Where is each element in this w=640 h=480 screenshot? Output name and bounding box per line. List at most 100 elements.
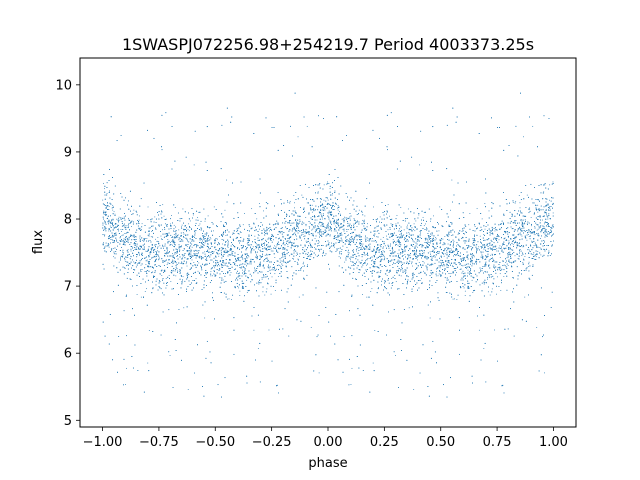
data-point [225,235,227,236]
data-point [268,329,270,331]
data-point [412,276,414,278]
data-point [391,251,393,253]
data-point [403,229,405,231]
data-point [503,264,505,266]
data-point [242,285,243,287]
data-point [461,264,462,266]
data-point [531,240,533,242]
data-point [403,234,405,236]
data-point [350,259,351,261]
data-point [539,247,541,248]
data-point [257,234,259,235]
data-point [226,223,227,225]
data-point [242,224,244,226]
data-point [464,233,465,235]
data-point [281,257,282,259]
data-point [278,237,280,239]
data-point [243,274,245,276]
data-point [358,261,360,263]
data-point [329,188,331,190]
data-point [201,246,203,247]
data-point [270,293,272,295]
data-point [505,262,507,263]
data-point [468,224,470,226]
data-point [115,239,117,241]
data-point [289,229,291,231]
data-point [144,291,146,292]
data-point [356,226,358,227]
data-point [114,223,116,225]
data-point [458,262,459,264]
data-point [358,234,360,236]
data-point [515,220,517,221]
data-point [429,251,431,253]
data-point [260,256,262,257]
data-point [174,244,175,245]
data-point [148,262,150,264]
data-point [495,245,497,247]
data-point [219,253,221,255]
data-point [167,239,169,241]
data-point [350,260,352,262]
data-point [171,240,173,242]
data-point [430,220,431,222]
data-point [299,255,300,257]
data-point [474,226,476,227]
data-point [306,125,308,127]
data-point [310,256,312,258]
data-point [398,254,399,256]
data-point [199,223,201,225]
data-point [307,231,309,233]
data-point [305,240,307,242]
data-point [481,243,483,244]
data-point [394,275,396,276]
data-point [239,290,241,292]
data-point [372,362,374,364]
data-point [294,207,295,209]
data-point [373,261,374,263]
data-point [423,245,424,247]
data-point [248,239,250,240]
data-point [268,260,269,261]
data-point [226,179,227,181]
data-point [319,227,320,229]
data-point [213,206,215,208]
data-point [389,219,391,220]
data-point [533,231,535,233]
data-point [364,215,366,217]
data-point [546,234,548,236]
data-point [313,227,315,229]
data-point [376,236,378,238]
data-point [162,239,163,240]
data-point [392,251,393,253]
data-point [297,258,299,260]
data-point [337,204,339,206]
data-point [138,219,140,221]
data-point [371,238,373,239]
data-point [508,240,510,242]
data-point [469,274,470,276]
data-point [404,246,406,248]
data-point [401,262,403,264]
data-point [223,262,225,264]
data-point [108,230,110,232]
data-point [157,250,159,252]
data-point [344,261,346,263]
data-point [195,278,197,280]
data-point [329,226,331,227]
data-point [188,230,190,232]
data-point [335,225,337,227]
data-point [353,249,354,251]
data-point [544,227,546,229]
data-point [487,291,489,293]
data-point [172,254,174,256]
data-point [436,268,437,270]
data-point [372,259,374,261]
data-point [263,277,265,278]
data-point [544,249,546,251]
data-point [271,276,273,278]
data-point [122,251,123,253]
data-point [382,250,384,252]
data-point [246,243,248,245]
data-point [344,216,345,218]
